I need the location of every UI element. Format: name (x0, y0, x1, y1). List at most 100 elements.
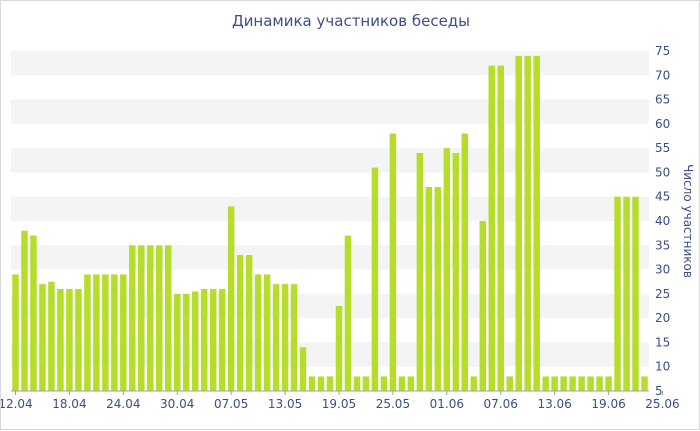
y-tick-label: 70 (655, 68, 670, 82)
x-tick-label: 07.05 (214, 397, 248, 411)
grid-band (11, 51, 649, 76)
bar (407, 376, 415, 391)
bar (452, 153, 460, 391)
bar (21, 230, 28, 391)
y-tick-label: 25 (655, 287, 670, 301)
grid-band (11, 148, 649, 173)
bar (596, 376, 603, 391)
bar (515, 55, 522, 392)
x-tick-label: 24.04 (106, 397, 140, 411)
bar (299, 347, 307, 391)
bar (497, 65, 504, 391)
bar (623, 196, 630, 391)
x-tick-label: 18.04 (52, 397, 86, 411)
bar (308, 376, 316, 391)
bar (227, 206, 235, 391)
bar (335, 306, 343, 391)
bar (353, 376, 361, 391)
bar (470, 376, 478, 391)
bar (209, 289, 217, 391)
y-tick-label: 35 (655, 238, 670, 252)
y-tick-label: 30 (655, 263, 670, 277)
bar (380, 376, 388, 391)
bar (362, 376, 370, 391)
x-tick-label: 13.05 (268, 397, 302, 411)
bar (533, 55, 540, 392)
y-tick-label: 10 (655, 360, 670, 374)
x-tick-label: 19.06 (591, 397, 625, 411)
bar (236, 255, 244, 391)
y-tick-label: 45 (655, 190, 670, 204)
bar (120, 274, 127, 391)
bar (569, 376, 576, 391)
bar (218, 289, 226, 391)
y-tick-label: 15 (655, 335, 670, 349)
x-tick-label: 25.06 (645, 397, 679, 411)
bar (200, 289, 208, 391)
bar (398, 376, 406, 391)
x-tick-label: 19.05 (322, 397, 356, 411)
y-tick-label: 5 (655, 384, 663, 398)
bar (578, 376, 585, 391)
bar (614, 196, 621, 391)
bar (506, 376, 513, 391)
bar (165, 245, 172, 391)
bar (551, 376, 558, 391)
bar (66, 289, 73, 391)
y-tick-label: 75 (655, 44, 670, 58)
y-tick-label: 50 (655, 165, 670, 179)
bar (290, 284, 298, 391)
bar (102, 274, 109, 391)
bar (182, 293, 190, 391)
bar (281, 284, 289, 391)
bar (488, 65, 495, 391)
bar (542, 376, 549, 391)
bar (156, 245, 163, 391)
bar (461, 133, 469, 391)
bar (425, 187, 433, 391)
x-tick-label: 12.04 (1, 397, 33, 411)
x-tick-label: 30.04 (160, 397, 194, 411)
bar (129, 245, 136, 391)
chart-title: Динамика участников беседы (231, 12, 471, 30)
bar (174, 293, 181, 391)
x-tick-label: 01.06 (430, 397, 464, 411)
bar (344, 235, 352, 391)
y-tick-label: 20 (655, 311, 670, 325)
bar (84, 274, 91, 391)
y-tick-label: 65 (655, 93, 670, 107)
bar (371, 167, 379, 391)
x-tick-label: 13.06 (537, 397, 571, 411)
bar (254, 274, 262, 391)
bar (263, 274, 271, 391)
bar (75, 289, 82, 391)
grid-band (11, 245, 649, 270)
bar (641, 376, 648, 391)
bar (524, 55, 531, 392)
bar (587, 376, 594, 391)
bar (138, 245, 145, 391)
bar (416, 153, 424, 391)
bar (389, 133, 397, 391)
y-axis-label: Число участников (681, 164, 695, 278)
bar (191, 291, 199, 391)
bar (48, 281, 55, 391)
bar (272, 284, 280, 391)
x-tick-label: 07.06 (484, 397, 518, 411)
bar (443, 148, 451, 391)
bar (39, 284, 46, 391)
bar (632, 196, 639, 391)
y-tick-label: 55 (655, 141, 670, 155)
bar (479, 221, 486, 391)
bar (317, 376, 325, 391)
grid-band (11, 99, 649, 124)
bar (245, 255, 253, 391)
bar (326, 376, 334, 391)
bar (57, 289, 64, 391)
grid-band (11, 196, 649, 221)
bar (434, 187, 442, 391)
bar (605, 376, 612, 391)
bar (12, 274, 19, 391)
